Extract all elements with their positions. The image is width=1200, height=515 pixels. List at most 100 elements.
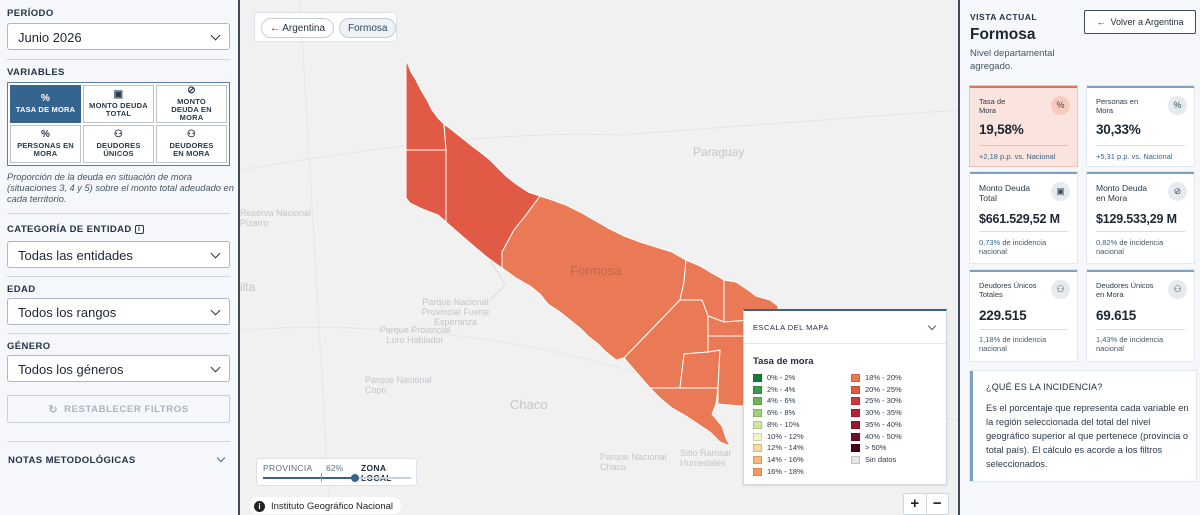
- legend-item-label: 18% - 20%: [865, 373, 902, 382]
- variable-deudores-en-mora-button[interactable]: ⚇ DEUDORES EN MORA: [156, 125, 227, 163]
- chevron-down-icon: [210, 30, 221, 41]
- slider-thumb[interactable]: [350, 474, 359, 482]
- zoom-out-button[interactable]: −: [932, 495, 942, 512]
- slider-fill: [263, 477, 355, 479]
- legend-item-label: 25% - 30%: [865, 396, 902, 406]
- divider: [7, 333, 230, 334]
- legend-item-label: 35% - 40%: [865, 419, 902, 429]
- granularity-slider[interactable]: PROVINCIA 62% ZONA LOCAL: [256, 458, 417, 486]
- breadcrumb-back-label: Argentina: [282, 23, 326, 34]
- legend-item-label: 2% - 4%: [767, 384, 796, 394]
- chevron-down-icon[interactable]: [927, 321, 937, 331]
- legend-item-label: 6% - 8%: [767, 408, 796, 418]
- card-sub-text: de incidencia nacional: [1096, 335, 1164, 353]
- card-personas-en-mora[interactable]: Personas en Mora % 30,33% +5,31 p.p. vs.…: [1087, 86, 1194, 166]
- variable-monto-deuda-total-button[interactable]: ▣ MONTO DEUDA TOTAL: [83, 85, 154, 123]
- card-value: 30,33%: [1096, 122, 1141, 137]
- info-icon[interactable]: i: [254, 501, 265, 512]
- periodo-select[interactable]: Junio 2026: [7, 23, 230, 50]
- map-road: [299, 0, 331, 515]
- legend-swatch: [753, 467, 762, 476]
- card-sub: 1,43% de incidencia nacional: [1096, 335, 1176, 353]
- map-road: [489, 259, 506, 301]
- card-sub-text: de incidencia nacional: [979, 335, 1047, 353]
- reset-filters-button[interactable]: ↻ RESTABLECER FILTROS: [7, 395, 230, 423]
- map-canvas[interactable]: Paraguay Formosa Chaco ilta Reserva Naci…: [240, 0, 958, 515]
- map-label-formosa: Formosa: [570, 263, 622, 278]
- card-deudores-unicos-totales[interactable]: Deudores Únicos Totales ⚇ 229.515 1,18% …: [970, 270, 1077, 361]
- card-divider: [979, 145, 1068, 146]
- incidencia-text: Es el porcentaje que representa cada var…: [986, 403, 1189, 469]
- map-label-humedales: Humedales: [680, 458, 726, 468]
- legend-item-label: 40% - 50%: [865, 431, 902, 441]
- card-name: Deudores Únicos en Mora: [1096, 281, 1154, 299]
- edad-select[interactable]: Todos los rangos: [7, 298, 230, 325]
- genero-select[interactable]: Todos los géneros: [7, 355, 230, 382]
- card-sub: +2,18 p.p. vs. Nacional: [979, 152, 1056, 161]
- percent-icon: %: [1051, 96, 1070, 115]
- province-title: Formosa: [970, 26, 1036, 43]
- legend-swatch: [753, 444, 762, 453]
- card-monto-deuda-en-mora[interactable]: Monto Deuda en Mora ⊘ $129.533,29 M 0,82…: [1087, 172, 1194, 263]
- department-laishi-south[interactable]: [649, 387, 731, 447]
- card-sub-value: 0,82%: [1096, 238, 1118, 247]
- department-matacos[interactable]: [405, 149, 447, 223]
- chevron-down-icon: [210, 305, 221, 316]
- legend-item-label: 14% - 16%: [767, 454, 804, 464]
- periodo-label: PERÍODO: [7, 8, 54, 19]
- categoria-value: Todas las entidades: [18, 248, 133, 263]
- card-sub-value: 1,18%: [979, 335, 1001, 344]
- card-tasa-de-mora[interactable]: Tasa de Mora % 19,58% +2,18 p.p. vs. Nac…: [970, 86, 1077, 166]
- legend-item-label: 20% - 25%: [865, 384, 902, 394]
- variable-personas-en-mora-button[interactable]: % PERSONAS EN MORA: [10, 125, 81, 163]
- divider: [7, 213, 230, 214]
- variable-monto-deuda-en-mora-button[interactable]: ⊘ MONTO DEUDA EN MORA: [156, 85, 227, 123]
- legend-item-label: 8% - 10%: [767, 419, 800, 429]
- variable-label: DEUDORES ÚNICOS: [96, 141, 141, 158]
- legend-swatch: [851, 374, 860, 382]
- info-icon[interactable]: i: [134, 224, 144, 234]
- breadcrumb-back-argentina[interactable]: ← Argentina: [261, 18, 335, 38]
- breadcrumb-current-formosa[interactable]: Formosa: [339, 18, 397, 38]
- edad-value: Todos los rangos: [18, 305, 117, 320]
- card-monto-deuda-total[interactable]: Monto Deuda Total ▣ $661.529,52 M 0,73% …: [970, 172, 1077, 263]
- card-sub-text: de incidencia nacional: [979, 238, 1047, 256]
- legend-swatch: [851, 409, 860, 418]
- legend-swatch: [851, 397, 860, 406]
- card-value: 19,58%: [979, 122, 1024, 137]
- legend-swatch: [753, 397, 762, 406]
- categoria-select[interactable]: Todas las entidades: [7, 241, 230, 268]
- zoom-in-button[interactable]: +: [904, 494, 927, 514]
- chevron-down-icon: [210, 248, 221, 259]
- variable-label: DEUDORES EN MORA: [169, 141, 214, 158]
- zoom-controls: + −: [903, 493, 949, 515]
- notas-metodologicas-toggle[interactable]: NOTAS METODOLÓGICAS: [8, 453, 228, 466]
- legend-swatch: [851, 432, 860, 441]
- slider-left-label: PROVINCIA: [263, 463, 313, 473]
- divider: [7, 59, 230, 60]
- department-laishi[interactable]: [679, 349, 721, 389]
- arrow-left-icon: ←: [270, 23, 283, 34]
- map-legend: ESCALA DEL MAPA Tasa de mora 0% - 2% 2% -…: [743, 309, 947, 485]
- card-deudores-unicos-en-mora[interactable]: Deudores Únicos en Mora ⚇ 69.615 1,43% d…: [1087, 270, 1194, 361]
- legend-swatch: [851, 420, 860, 429]
- variable-label: PERSONAS EN MORA: [17, 141, 74, 158]
- card-value: 229.515: [979, 308, 1027, 323]
- variable-tasa-de-mora-button[interactable]: % TASA DE MORA: [10, 85, 81, 123]
- card-divider: [979, 329, 1068, 330]
- volver-argentina-button[interactable]: ← Volver a Argentina: [1084, 10, 1196, 34]
- breadcrumb: ← Argentina Formosa: [254, 12, 397, 42]
- legend-item-label: Sin datos: [865, 454, 897, 464]
- variable-deudores-unicos-button[interactable]: ⚇ DEUDORES ÚNICOS: [83, 125, 154, 163]
- percent-icon: %: [40, 93, 51, 104]
- genero-label: GÉNERO: [7, 341, 51, 352]
- money-icon: ▣: [1051, 182, 1070, 201]
- slider-right-label: ZONA LOCAL: [361, 463, 391, 483]
- money-icon: ▣: [113, 89, 124, 100]
- map-label-chaco: Chaco: [510, 397, 548, 412]
- variables-label: VARIABLES: [7, 67, 65, 78]
- department-ramon-lista[interactable]: [405, 61, 447, 151]
- legend-swatch: [753, 374, 762, 382]
- card-name: Tasa de Mora: [979, 97, 1006, 115]
